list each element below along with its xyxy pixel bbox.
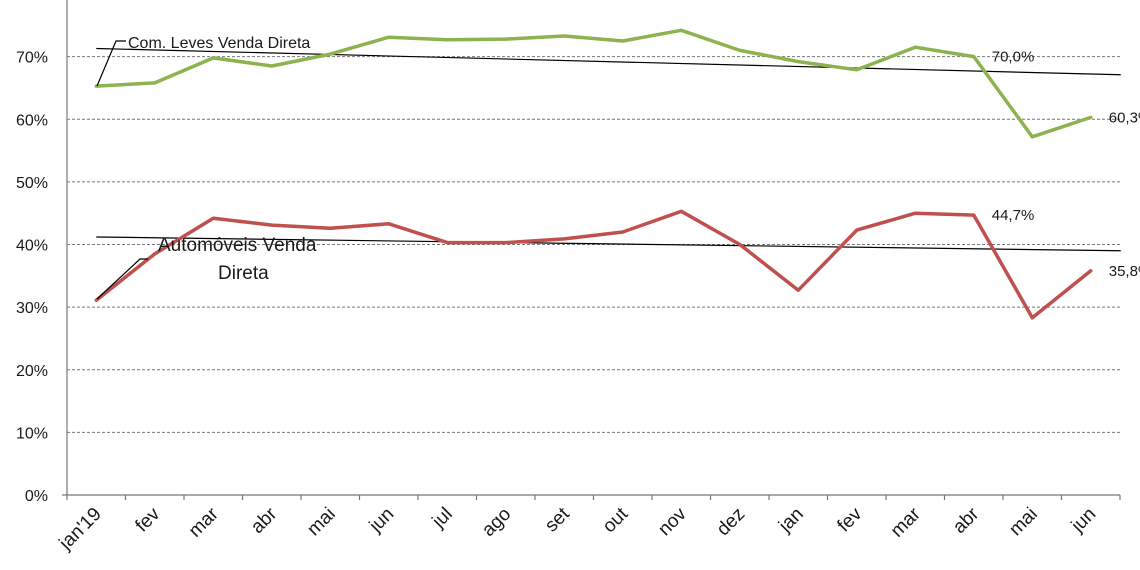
data-labels: 70,0% 60,3% 44,7% 35,8% <box>992 49 1140 280</box>
x-tick-label: abr <box>247 503 282 538</box>
y-tick-label: 0% <box>25 488 48 505</box>
series-label-com-leves-text: Com. Leves Venda Direta <box>128 35 310 52</box>
series-label-com-leves: Com. Leves Venda Direta <box>96 35 310 87</box>
series-label-automoveis-line2: Direta <box>218 263 269 284</box>
trend-line <box>96 47 1121 76</box>
x-tick-label: fev <box>834 503 867 536</box>
y-tick-label: 50% <box>16 175 48 192</box>
y-tick-label: 20% <box>16 363 48 380</box>
x-tick-label: nov <box>654 503 691 540</box>
y-tick-label: 30% <box>16 300 48 317</box>
series-line <box>94 209 1093 320</box>
x-tick-label: mar <box>887 503 925 541</box>
x-axis: jan'19 fev mar abr mai jun jul ago set out nov dez j… <box>55 494 1121 555</box>
x-tick-label: dez <box>713 504 750 541</box>
x-tick-label: jul <box>428 504 457 533</box>
trend-line <box>96 236 1121 252</box>
x-tick-label: mai <box>303 504 340 541</box>
series-label-leader-automoveis <box>96 258 148 300</box>
x-tick-label: jun <box>365 504 398 537</box>
gridlines <box>67 56 1120 433</box>
x-tick-label: mai <box>1005 504 1042 541</box>
x-tick-label: abr <box>949 503 984 538</box>
x-tick-label: jan <box>774 504 807 537</box>
series-label-automoveis: Automóveis Venda Direta <box>96 235 317 300</box>
y-tick-label: 10% <box>16 425 48 442</box>
series-line <box>94 28 1093 139</box>
x-tick-label: set <box>541 503 574 536</box>
data-label: 60,3% <box>1109 109 1140 126</box>
y-tick-label: 40% <box>16 238 48 255</box>
x-tick-label: jan'19 <box>55 504 106 555</box>
y-axis: 0% 10% 20% 30% 40% 50% 60% 70% <box>16 0 68 505</box>
data-label: 35,8% <box>1109 263 1140 280</box>
series-label-leader-com-leves <box>96 40 126 87</box>
data-label: 70,0% <box>992 49 1035 66</box>
x-tick-label: out <box>599 503 633 537</box>
x-tick-label: mar <box>185 503 223 541</box>
y-tick-label: 60% <box>16 112 48 129</box>
trend-lines <box>96 47 1121 252</box>
y-tick-label: 70% <box>16 50 48 67</box>
x-tick-label: fev <box>132 503 165 536</box>
series-label-automoveis-line1: Automóveis Venda <box>158 235 317 256</box>
x-tick-label: ago <box>478 504 515 541</box>
x-tick-label: jun <box>1067 504 1100 537</box>
series-lines <box>94 28 1093 320</box>
data-label: 44,7% <box>992 207 1035 224</box>
